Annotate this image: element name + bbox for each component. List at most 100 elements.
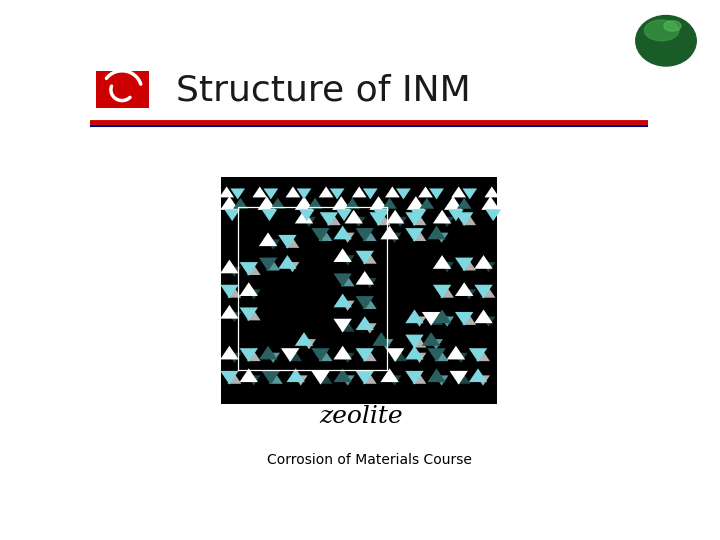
Polygon shape (433, 255, 451, 269)
Polygon shape (259, 258, 277, 271)
Polygon shape (356, 348, 374, 362)
Polygon shape (261, 210, 277, 221)
Polygon shape (278, 255, 297, 269)
Polygon shape (482, 287, 495, 298)
Polygon shape (379, 339, 393, 349)
Polygon shape (413, 316, 426, 327)
Polygon shape (435, 233, 449, 243)
Polygon shape (311, 228, 330, 242)
Polygon shape (386, 348, 405, 362)
Polygon shape (369, 196, 388, 210)
Polygon shape (230, 188, 245, 199)
Polygon shape (485, 210, 501, 221)
Polygon shape (363, 374, 377, 384)
Polygon shape (233, 198, 248, 209)
Polygon shape (456, 198, 472, 209)
Polygon shape (320, 212, 338, 226)
Polygon shape (247, 289, 261, 300)
Polygon shape (462, 289, 476, 300)
Polygon shape (333, 319, 352, 333)
Polygon shape (469, 368, 487, 382)
Polygon shape (405, 335, 423, 348)
Polygon shape (474, 309, 492, 323)
Polygon shape (259, 232, 277, 246)
Polygon shape (462, 315, 476, 325)
Polygon shape (388, 233, 402, 243)
Polygon shape (405, 346, 423, 360)
Polygon shape (356, 296, 374, 310)
Polygon shape (344, 210, 363, 224)
Polygon shape (352, 217, 366, 227)
Polygon shape (302, 217, 316, 227)
Polygon shape (240, 262, 258, 276)
Polygon shape (363, 278, 377, 288)
Polygon shape (481, 196, 500, 210)
Polygon shape (393, 351, 407, 361)
Polygon shape (240, 368, 258, 382)
Polygon shape (220, 371, 238, 384)
Polygon shape (356, 251, 374, 265)
Polygon shape (380, 368, 399, 382)
Polygon shape (319, 231, 333, 241)
Polygon shape (374, 210, 389, 221)
Polygon shape (446, 346, 465, 360)
Polygon shape (433, 285, 451, 299)
Polygon shape (341, 321, 354, 332)
Ellipse shape (644, 20, 679, 40)
Polygon shape (440, 217, 454, 227)
Polygon shape (385, 186, 400, 198)
Polygon shape (297, 188, 311, 199)
Polygon shape (247, 310, 261, 320)
Polygon shape (422, 312, 440, 326)
Polygon shape (319, 374, 333, 384)
Polygon shape (413, 374, 426, 384)
Polygon shape (485, 186, 499, 198)
Polygon shape (228, 312, 241, 322)
Polygon shape (413, 338, 426, 348)
Polygon shape (382, 198, 397, 209)
Polygon shape (429, 188, 444, 199)
Polygon shape (247, 351, 261, 361)
Polygon shape (261, 371, 280, 384)
Polygon shape (228, 374, 241, 384)
Polygon shape (356, 228, 374, 242)
Polygon shape (220, 285, 238, 299)
Polygon shape (474, 285, 492, 299)
Polygon shape (363, 231, 377, 241)
Polygon shape (469, 348, 487, 362)
Polygon shape (247, 265, 261, 275)
Polygon shape (240, 282, 258, 296)
Polygon shape (363, 323, 377, 334)
Polygon shape (220, 196, 238, 210)
Polygon shape (449, 371, 468, 384)
Polygon shape (428, 368, 446, 382)
Text: Corrosion of Materials Course: Corrosion of Materials Course (266, 453, 472, 467)
Polygon shape (435, 375, 449, 386)
Polygon shape (319, 186, 333, 198)
Polygon shape (307, 198, 323, 209)
Polygon shape (420, 198, 434, 209)
Polygon shape (429, 339, 443, 349)
Polygon shape (294, 375, 307, 386)
Polygon shape (448, 210, 464, 221)
Polygon shape (266, 260, 280, 271)
Polygon shape (259, 346, 277, 360)
Polygon shape (286, 186, 300, 198)
Polygon shape (356, 271, 374, 285)
Polygon shape (294, 210, 313, 224)
Polygon shape (240, 307, 258, 321)
Text: Structure of INM: Structure of INM (176, 73, 472, 107)
Polygon shape (341, 301, 354, 311)
Polygon shape (228, 267, 241, 277)
Polygon shape (352, 186, 366, 198)
Polygon shape (311, 348, 330, 362)
Polygon shape (253, 186, 267, 198)
Polygon shape (269, 374, 283, 384)
Polygon shape (422, 332, 440, 346)
Polygon shape (333, 294, 352, 307)
Polygon shape (363, 253, 377, 264)
Polygon shape (440, 316, 454, 327)
Polygon shape (413, 353, 426, 363)
Polygon shape (247, 375, 261, 386)
Polygon shape (356, 371, 374, 384)
